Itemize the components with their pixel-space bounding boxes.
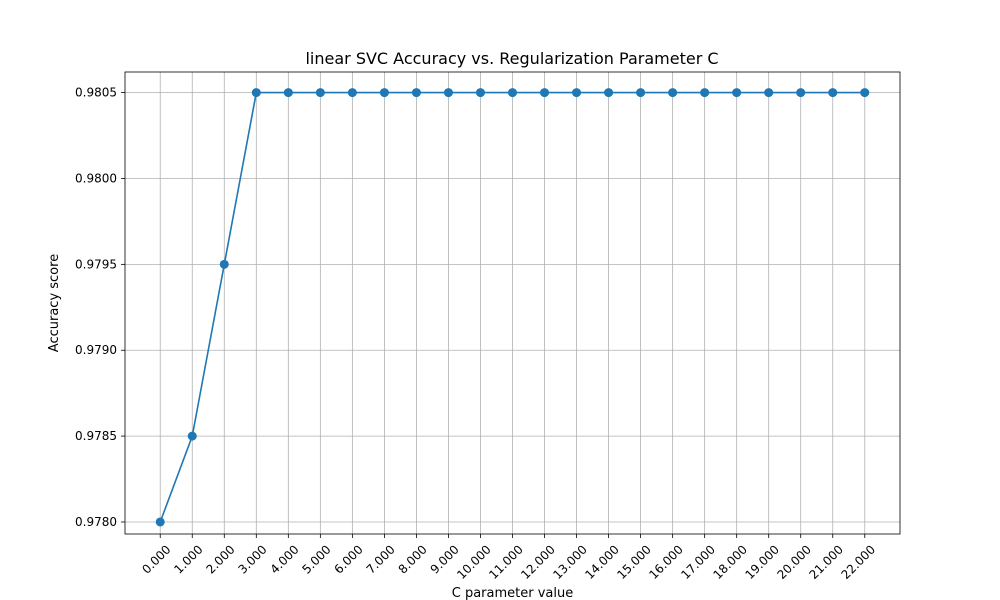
data-point (283, 88, 293, 98)
data-point (443, 88, 453, 98)
grid-lines (125, 72, 900, 534)
x-tick-label: 12.000 (518, 542, 558, 582)
x-tick-label: 0.000 (139, 542, 173, 576)
x-tick-label: 13.000 (550, 542, 590, 582)
data-point (251, 88, 261, 98)
x-tick-label: 2.000 (203, 542, 237, 576)
data-point (860, 88, 870, 98)
data-point (315, 88, 325, 98)
data-point (796, 88, 806, 98)
data-point (411, 88, 421, 98)
data-point (155, 517, 165, 527)
chart-title: linear SVC Accuracy vs. Regularization P… (305, 49, 718, 68)
data-point (828, 88, 838, 98)
tick-layer: 0.0001.0002.0003.0004.0005.0006.0007.000… (75, 86, 878, 582)
x-tick-label: 22.000 (839, 542, 879, 582)
x-tick-label: 6.000 (332, 542, 366, 576)
x-axis-label: C parameter value (452, 586, 573, 600)
x-tick-label: 16.000 (646, 542, 686, 582)
x-tick-label: 14.000 (582, 542, 622, 582)
data-point (732, 88, 742, 98)
data-point (764, 88, 774, 98)
data-point (347, 88, 357, 98)
y-tick-label: 0.9790 (75, 343, 117, 357)
x-tick-label: 21.000 (806, 542, 846, 582)
x-tick-label: 18.000 (710, 542, 750, 582)
x-tick-label: 19.000 (742, 542, 782, 582)
data-point (540, 88, 550, 98)
y-tick-label: 0.9800 (75, 171, 117, 185)
data-point (379, 88, 389, 98)
data-point (668, 88, 678, 98)
x-tick-label: 11.000 (486, 542, 526, 582)
x-tick-label: 1.000 (171, 542, 205, 576)
y-tick-label: 0.9780 (75, 515, 117, 529)
x-tick-label: 8.000 (396, 542, 430, 576)
data-point (187, 431, 197, 441)
x-tick-label: 7.000 (364, 542, 398, 576)
series-layer (155, 88, 870, 527)
x-tick-label: 10.000 (454, 542, 494, 582)
data-point (604, 88, 614, 98)
y-tick-label: 0.9805 (75, 86, 117, 100)
x-tick-label: 4.000 (267, 542, 301, 576)
y-tick-label: 0.9785 (75, 429, 117, 443)
data-point (475, 88, 485, 98)
x-tick-label: 20.000 (774, 542, 814, 582)
x-tick-label: 3.000 (235, 542, 269, 576)
x-tick-label: 15.000 (614, 542, 654, 582)
data-point (508, 88, 517, 98)
y-tick-label: 0.9795 (75, 257, 117, 271)
y-axis-label: Accuracy score (47, 254, 62, 352)
data-point (700, 88, 710, 98)
data-point (636, 88, 646, 98)
x-tick-label: 17.000 (678, 542, 718, 582)
x-tick-label: 5.000 (299, 542, 333, 576)
data-point (219, 259, 229, 269)
data-point (572, 88, 582, 98)
